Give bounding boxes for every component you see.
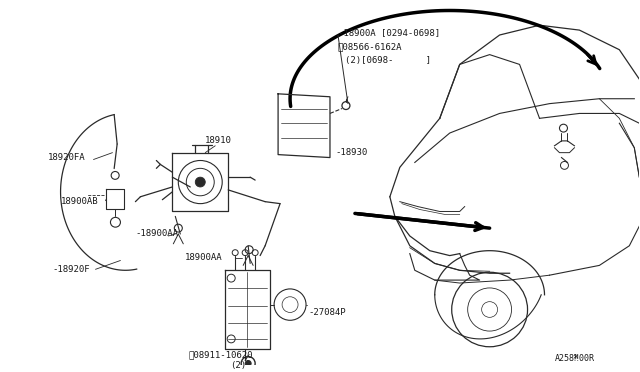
- Circle shape: [195, 177, 205, 187]
- Text: -18900AA: -18900AA: [136, 229, 179, 238]
- Text: 18920FA: 18920FA: [47, 153, 85, 162]
- Circle shape: [245, 360, 251, 366]
- Text: *: *: [572, 354, 579, 363]
- Text: 18900AA: 18900AA: [186, 253, 223, 262]
- Text: -18920F: -18920F: [52, 265, 90, 275]
- Text: (2): (2): [230, 362, 246, 371]
- Text: -27084P: -27084P: [308, 308, 346, 317]
- Text: Ⓞ08911-10620: Ⓞ08911-10620: [188, 351, 253, 360]
- Text: A258⁈00R: A258⁈00R: [554, 354, 595, 363]
- Text: (2)[0698-      ]: (2)[0698- ]: [345, 55, 431, 65]
- Text: 18900AB: 18900AB: [61, 197, 98, 206]
- Text: -18930: -18930: [335, 148, 367, 157]
- Text: Ⓝ08566-6162A: Ⓝ08566-6162A: [338, 42, 403, 51]
- Text: 18910: 18910: [205, 136, 232, 145]
- Text: -18900A [0294-0698]: -18900A [0294-0698]: [338, 28, 440, 37]
